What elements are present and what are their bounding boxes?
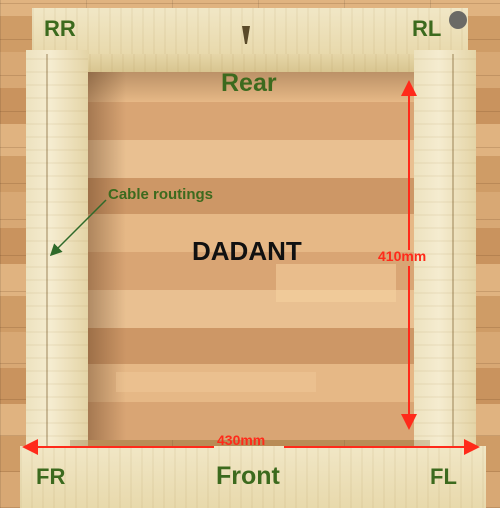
depth-measurement: 410mm [378, 248, 427, 264]
front-plank [20, 446, 486, 508]
corner-label-rr: RR [44, 16, 76, 41]
corner-label-fr: FR [36, 464, 66, 489]
corner-label-fl: FL [430, 464, 457, 489]
corner-fitting [449, 11, 467, 29]
width-measurement: 430mm [217, 432, 266, 448]
cable-routings-arrow [49, 199, 107, 257]
light-wood-patch [276, 264, 396, 302]
left-side-plank [414, 50, 476, 450]
light-wood-patch [116, 372, 316, 392]
model-label: DADANT [192, 236, 302, 266]
cable-groove [46, 54, 48, 446]
rear-plank-bevel [78, 54, 426, 72]
rear-plank [32, 8, 468, 54]
box-interior [86, 72, 416, 440]
cable-routings-label: Cable routings [108, 186, 214, 203]
side-label-rear: Rear [221, 69, 277, 97]
corner-label-rl: RL [412, 16, 442, 41]
cable-groove [452, 54, 454, 446]
side-label-front: Front [216, 462, 280, 490]
rear-notch [242, 26, 250, 44]
front-inner-edge [70, 440, 430, 446]
